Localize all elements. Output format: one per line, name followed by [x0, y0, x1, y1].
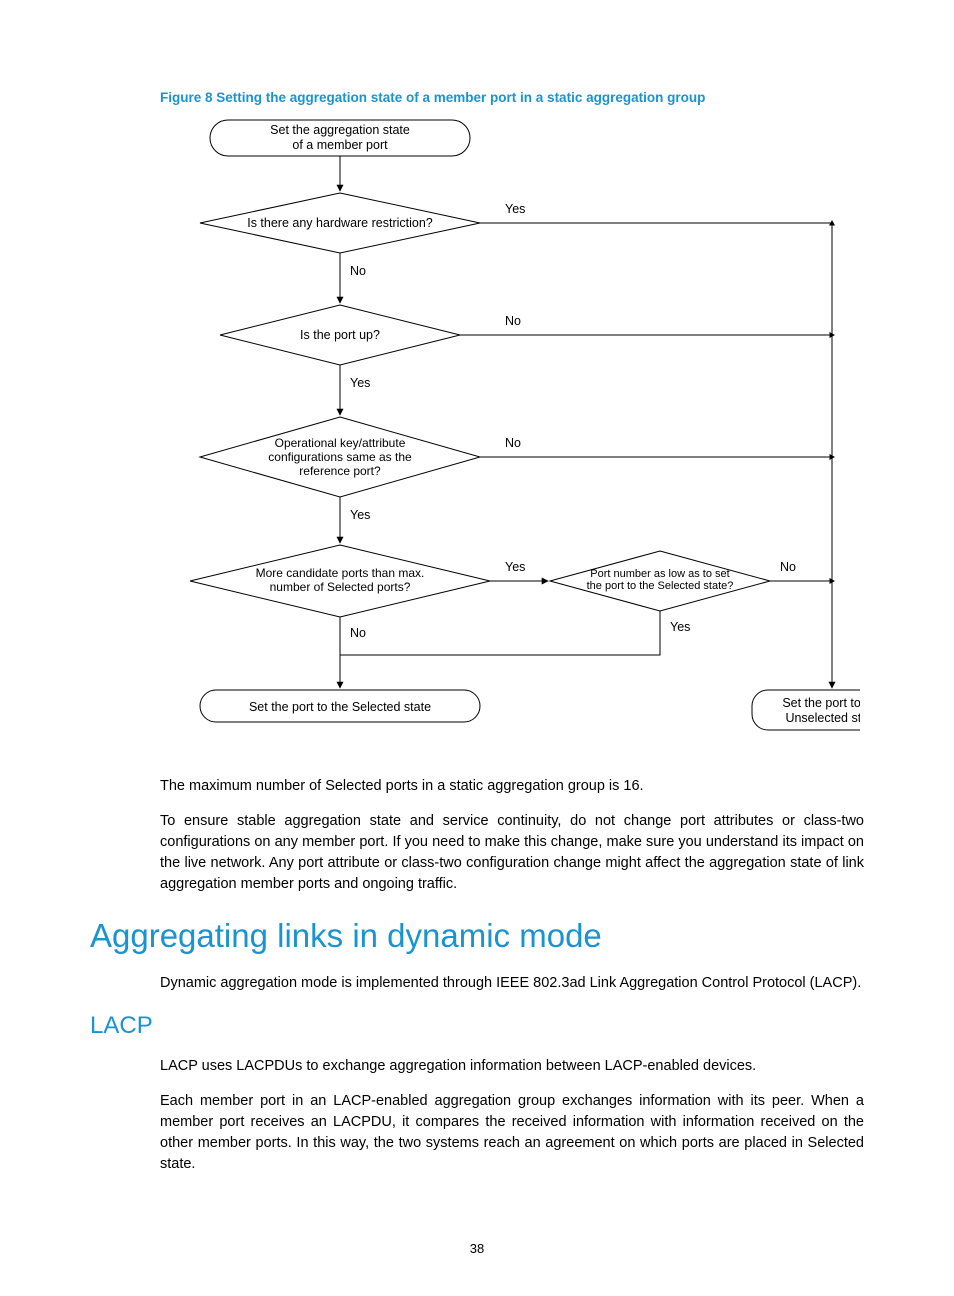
paragraph-4: LACP uses LACPDUs to exchange aggregatio… [160, 1056, 864, 1077]
node-d5: Port number as low as to set the port to… [550, 551, 770, 611]
flowchart-svg: Set the aggregation state of a member po… [160, 115, 860, 745]
node-d4: More candidate ports than max. number of… [190, 545, 490, 617]
node-d4-line2: number of Selected ports? [270, 580, 411, 594]
heading-lacp: LACP [90, 1012, 864, 1040]
label-yes: Yes [350, 376, 370, 390]
label-no: No [780, 560, 796, 574]
node-start-line2: of a member port [292, 138, 388, 152]
node-d4-line1: More candidate ports than max. [256, 566, 425, 580]
paragraph-1: The maximum number of Selected ports in … [160, 776, 864, 797]
node-start: Set the aggregation state of a member po… [210, 120, 470, 156]
heading-dynamic-mode: Aggregating links in dynamic mode [90, 917, 864, 955]
paragraph-3: Dynamic aggregation mode is implemented … [160, 973, 864, 994]
node-selected: Set the port to the Selected state [200, 690, 480, 722]
node-d3-line2: configurations same as the [268, 450, 412, 464]
node-unselected: Set the port to the Unselected state [752, 690, 860, 730]
node-d2-line1: Is the port up? [300, 328, 380, 342]
node-unselected-line1: Set the port to the [782, 696, 860, 710]
page: Figure 8 Setting the aggregation state o… [0, 0, 954, 1296]
label-no: No [350, 264, 366, 278]
node-unselected-line2: Unselected state [785, 711, 860, 725]
label-yes: Yes [505, 202, 525, 216]
node-start-line1: Set the aggregation state [270, 123, 410, 137]
page-number: 38 [0, 1241, 954, 1256]
node-d3: Operational key/attribute configurations… [200, 417, 480, 497]
node-selected-line1: Set the port to the Selected state [249, 700, 431, 714]
flowchart: Set the aggregation state of a member po… [160, 115, 864, 750]
label-no: No [505, 436, 521, 450]
node-d5-line1: Port number as low as to set [590, 568, 729, 580]
label-yes: Yes [350, 508, 370, 522]
paragraph-5: Each member port in an LACP-enabled aggr… [160, 1091, 864, 1175]
paragraph-2: To ensure stable aggregation state and s… [160, 811, 864, 895]
node-d3-line3: reference port? [299, 464, 381, 478]
label-yes: Yes [670, 620, 690, 634]
node-d5-line2: the port to the Selected state? [587, 580, 734, 592]
node-d1-line1: Is there any hardware restriction? [247, 216, 433, 230]
node-d2: Is the port up? [220, 305, 460, 365]
label-no: No [350, 626, 366, 640]
node-d1: Is there any hardware restriction? [200, 193, 480, 253]
label-yes: Yes [505, 560, 525, 574]
edge [340, 611, 660, 688]
label-no: No [505, 314, 521, 328]
figure-caption: Figure 8 Setting the aggregation state o… [160, 90, 864, 105]
node-d3-line1: Operational key/attribute [275, 436, 406, 450]
